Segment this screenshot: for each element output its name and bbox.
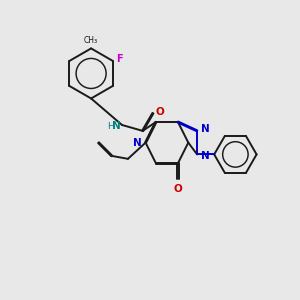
Text: CH₃: CH₃ [84,36,98,45]
Text: O: O [156,107,165,117]
Text: N: N [201,124,210,134]
Text: F: F [116,55,123,64]
Text: O: O [174,184,182,194]
Text: N: N [201,151,210,161]
Text: N: N [133,138,142,148]
Text: H: H [107,122,114,131]
Text: N: N [112,122,121,131]
